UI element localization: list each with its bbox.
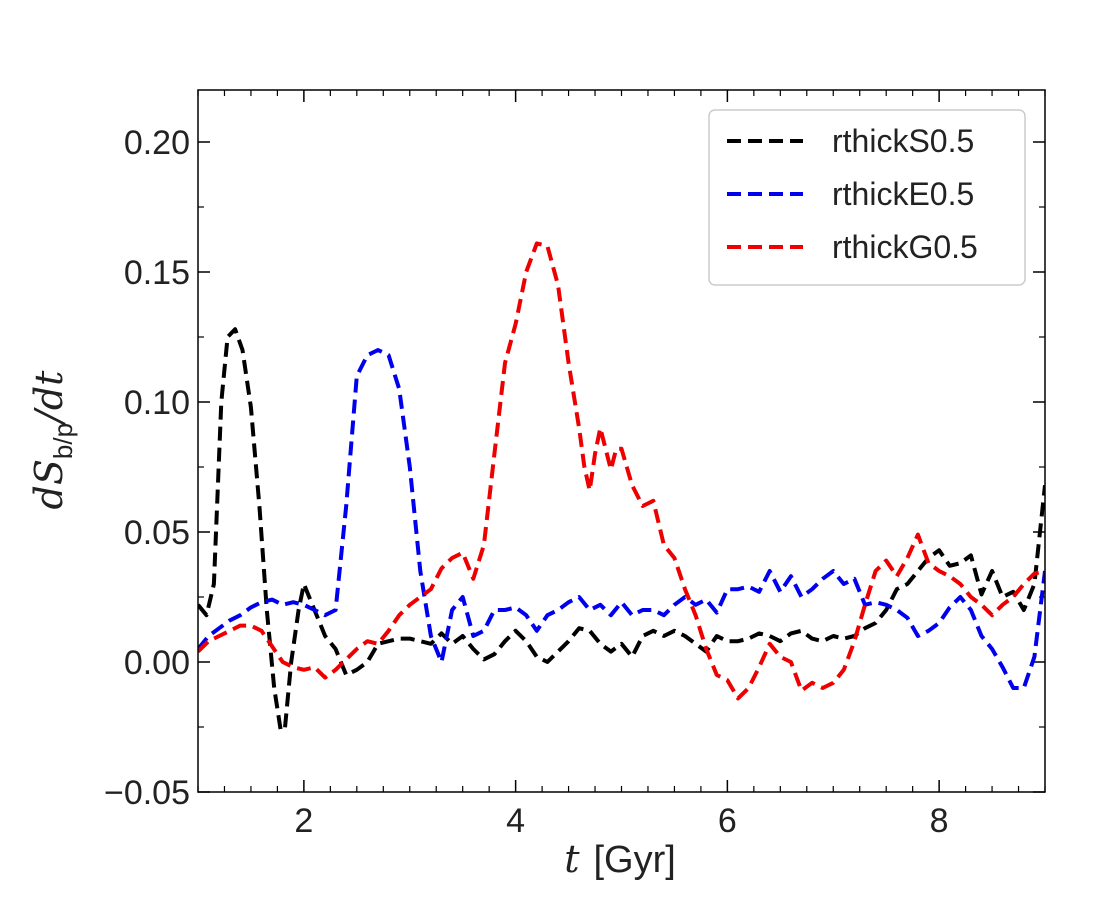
legend-label: rthickS0.5 [832,123,974,159]
x-axis-unit: [Gyr] [593,839,675,881]
series-line-rthickE0.5 [198,348,1045,690]
y-tick-label: 0.10 [124,384,190,422]
legend: rthickS0.5 rthickE0.5 rthickG0.5 [708,109,1026,286]
y-axis-subscript: b/p [48,423,78,459]
y-axis-label: dSb/p/dt [27,370,78,510]
series-line-rthickS0.5 [198,327,1045,732]
x-axis-variable: t [564,837,580,881]
y-axis-tail: /dt [27,370,71,427]
y-tick-label: 0.00 [124,644,190,682]
x-tick-label: 6 [718,802,737,840]
x-tick-label: 4 [506,802,525,840]
legend-label: rthickG0.5 [832,229,978,265]
legend-box [708,109,1026,286]
y-axis-variable: dS [27,459,71,509]
x-tick-label: 8 [930,802,949,840]
x-axis-label: t [Gyr] [564,837,676,881]
series-line-rthickG0.5 [198,241,1045,701]
y-tick-label: 0.20 [124,124,190,162]
x-tick-label: 2 [294,802,313,840]
axis-tick-labels: 2 4 6 8 −0.05 0.00 0.05 0.10 0.15 0.20 [104,124,949,840]
y-tick-label: −0.05 [104,774,190,812]
y-tick-label: 0.05 [124,514,190,552]
data-series [198,241,1045,732]
y-tick-label: 0.15 [124,254,190,292]
plot-frame [197,89,1046,793]
legend-label: rthickE0.5 [832,176,974,212]
